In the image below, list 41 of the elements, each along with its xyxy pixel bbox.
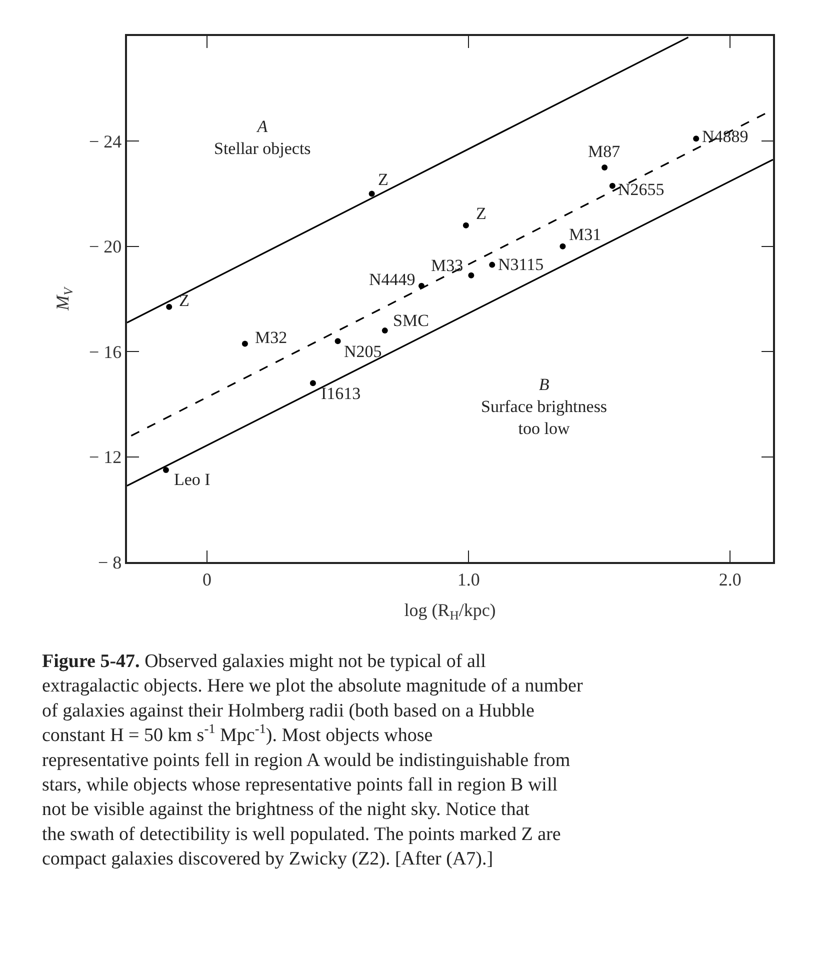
annotation: B Surface brightness too low bbox=[481, 375, 608, 438]
y-tick-label: − 20 bbox=[88, 236, 122, 257]
point bbox=[462, 222, 469, 228]
annotation: M31 bbox=[569, 225, 602, 244]
x-tick-label: 0 bbox=[202, 569, 212, 590]
annotation: N205 bbox=[344, 342, 382, 361]
annotation: N4889 bbox=[702, 127, 748, 146]
point bbox=[468, 272, 474, 278]
annotation: Z bbox=[179, 291, 190, 310]
y-tick-label: − 24 bbox=[88, 132, 122, 152]
annotation: Leo I bbox=[174, 470, 211, 489]
point bbox=[693, 136, 700, 142]
x-axis-title: log (R$_{H}$/kpc) bbox=[404, 600, 496, 623]
point bbox=[334, 338, 341, 344]
point bbox=[602, 164, 608, 170]
point bbox=[609, 182, 616, 189]
annotation: M32 bbox=[255, 328, 288, 347]
point bbox=[166, 304, 172, 310]
x-tick-label: 2.0 bbox=[718, 569, 742, 590]
text: Figure 5-47. Observed galaxies might not be typical of all extragalactic objects. Here we plot the absolute magnitude of a number of galaxies against their Holmberg radii (both based on a Hubble constant H = 50 km s$^{-1}$ Mpc$^{-1}$). Most objects whose representative points fell in region A would be indistinguishable from stars, while objects whose representative points fall in region B will not be visible against the brightness of the night sky. Notice that the swath of detectibility is well populated. The points marked Z are compact galaxies discovered by Zwicky (Z2). [After (A7).] bbox=[42, 651, 583, 870]
annotation: I1613 bbox=[321, 384, 361, 403]
point bbox=[382, 328, 388, 334]
point bbox=[310, 380, 316, 386]
annotation: Z bbox=[378, 170, 388, 189]
y-tick-label: − 16 bbox=[88, 342, 122, 362]
annotation: A Stellar objects bbox=[214, 117, 311, 158]
point bbox=[242, 340, 248, 347]
point bbox=[560, 243, 566, 250]
point bbox=[368, 190, 375, 197]
annotation: Z bbox=[476, 204, 486, 223]
annotation: SMC bbox=[393, 311, 429, 330]
annotation: N4449 bbox=[369, 270, 416, 289]
annotation: N2655 bbox=[618, 180, 664, 199]
annotation: N3115 bbox=[498, 255, 544, 274]
annotation: M33 bbox=[431, 256, 464, 275]
x-tick-label: 1.0 bbox=[457, 569, 480, 590]
y-tick-label: − 12 bbox=[88, 447, 122, 468]
point bbox=[489, 262, 496, 268]
annotation: M87 bbox=[588, 142, 621, 161]
point bbox=[162, 466, 169, 473]
y-tick-label: − 8 bbox=[98, 552, 122, 572]
